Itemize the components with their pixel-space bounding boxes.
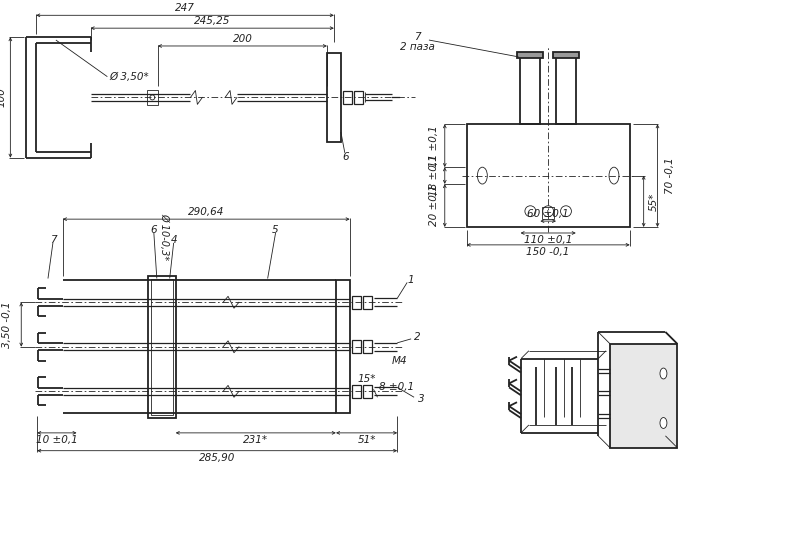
Bar [352, 296, 361, 308]
Bar [542, 207, 554, 219]
Bar [362, 385, 371, 398]
Bar [354, 90, 362, 104]
Text: 247: 247 [175, 3, 195, 14]
Bar [147, 90, 158, 105]
Text: 18 ±0,1: 18 ±0,1 [429, 154, 439, 196]
Bar [556, 55, 576, 124]
Text: 55*: 55* [649, 192, 658, 211]
Ellipse shape [660, 418, 667, 429]
Text: 2: 2 [414, 332, 420, 342]
Text: 110 ±0,1: 110 ±0,1 [524, 235, 572, 245]
Bar [521, 55, 540, 124]
Text: 60 ±0,1: 60 ±0,1 [527, 209, 569, 219]
Text: 6: 6 [150, 225, 157, 235]
Bar [343, 90, 352, 104]
Bar [610, 344, 678, 448]
Bar [352, 341, 361, 353]
Bar [327, 53, 341, 142]
Text: 3,50 -0,1: 3,50 -0,1 [2, 301, 13, 348]
Bar [553, 52, 579, 58]
Bar [352, 385, 361, 398]
Bar [466, 124, 630, 227]
Bar [362, 296, 371, 308]
Text: 10 ±0,1: 10 ±0,1 [36, 435, 78, 445]
Bar [151, 279, 173, 415]
Text: 200: 200 [233, 34, 252, 44]
Text: 51*: 51* [358, 435, 376, 445]
Text: 4: 4 [170, 235, 177, 245]
Text: 3: 3 [418, 394, 424, 404]
Text: 290,64: 290,64 [188, 207, 225, 217]
Text: 8 ±0,1: 8 ±0,1 [379, 382, 414, 392]
Text: 245,25: 245,25 [194, 16, 230, 26]
Text: 20 ±0,1: 20 ±0,1 [429, 184, 439, 226]
Text: 7: 7 [414, 32, 420, 42]
Bar [518, 52, 543, 58]
Text: Ø 3,50*: Ø 3,50* [110, 72, 149, 82]
Text: 11 ±0,1: 11 ±0,1 [429, 125, 439, 166]
Bar [148, 276, 176, 418]
Text: 285,90: 285,90 [199, 453, 235, 462]
Ellipse shape [660, 368, 667, 379]
Text: Ø 10-0,3*: Ø 10-0,3* [160, 213, 170, 261]
Bar [362, 341, 371, 353]
Text: 5: 5 [272, 225, 279, 235]
Text: 150 -0,1: 150 -0,1 [526, 247, 570, 257]
Text: 100: 100 [0, 88, 6, 107]
Text: 7: 7 [50, 235, 56, 245]
Text: 6: 6 [342, 152, 349, 162]
Text: 2 паза: 2 паза [400, 42, 434, 52]
Text: 231*: 231* [243, 435, 268, 445]
Bar [336, 281, 350, 413]
Text: 1: 1 [408, 275, 414, 286]
Text: 15*: 15* [358, 374, 376, 385]
Text: M4: M4 [391, 356, 407, 366]
Text: 70 -0,1: 70 -0,1 [666, 157, 675, 194]
